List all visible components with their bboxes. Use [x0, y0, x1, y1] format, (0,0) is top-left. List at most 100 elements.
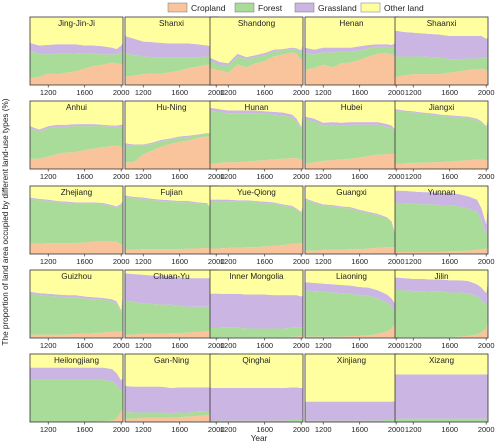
panel-shanxi-area-forest — [125, 53, 218, 77]
panel-guizhou-frame — [29, 269, 124, 339]
panel-zhejiang-x-tick-label-1600: 1600 — [76, 257, 93, 266]
legend: Cropland Forest Grassland Other land — [167, 2, 424, 13]
panel-guangxi-x-tick-label-1200: 1200 — [315, 257, 332, 266]
panel-hubei-area-other-land — [305, 101, 398, 131]
panel-shanxi-area-grassland — [125, 36, 218, 58]
panel-zhejiang: Zhejiang 1200 1600 2000 — [29, 185, 130, 266]
panel-liaoning-area-forest — [305, 290, 398, 337]
panel-hu-ning-x-tick-label-2000: 2000 — [208, 172, 225, 181]
panel-guizhou: Guizhou 1200 1600 2000 — [29, 269, 130, 350]
panel-zhejiang-title: Zhejiang — [61, 188, 93, 197]
panel-anhui-area-other-land — [30, 101, 123, 130]
panel-inner-mongolia-area-cropland — [210, 335, 303, 338]
panel-liaoning-x-tick-label-1600: 1600 — [351, 341, 368, 350]
panel-guizhou-area-grassland — [30, 291, 123, 313]
panel-heilongjiang-x-tick-label-1200: 1200 — [40, 425, 57, 434]
panel-gan-ning-area-grassland — [125, 385, 218, 414]
panel-shaanxi-x-tick-label-2000: 2000 — [478, 88, 495, 97]
panel-gan-ning: Gan-Ning 1200 1600 2000 — [124, 353, 225, 434]
panel-jiangxi-frame — [394, 100, 489, 170]
panel-yunnan: Yunnan 1200 1600 2000 — [394, 185, 495, 266]
panel-xinjiang-area-grassland — [305, 400, 398, 421]
panel-jiangxi-x-tick-label-2000: 2000 — [478, 172, 495, 181]
panel-guangxi-x-tick-label-1600: 1600 — [351, 257, 368, 266]
panel-yunnan-title: Yunnan — [428, 188, 456, 197]
panel-heilongjiang-area-cropland — [30, 408, 123, 422]
panel-yue-qiong-frame — [209, 185, 304, 255]
panel-jilin-area-other-land — [395, 270, 488, 294]
panel-xinjiang-title: Xinjiang — [337, 356, 367, 365]
panel-jing-jin-ji-area-other-land — [30, 17, 123, 49]
panel-guangxi-x-tick-label-2000: 2000 — [388, 257, 405, 266]
panel-liaoning-x-tick-label-2000: 2000 — [388, 341, 405, 350]
panel-hubei-title: Hubei — [341, 103, 363, 112]
panel-jiangxi-area-other-land — [395, 101, 488, 127]
panel-jiangxi-area-cropland — [395, 159, 488, 169]
panel-jiangxi-title: Jiangxi — [429, 103, 455, 112]
panel-shanxi-area-cropland — [125, 64, 218, 85]
panel-shaanxi-frame — [394, 16, 489, 86]
panel-jing-jin-ji-area-grassland — [30, 42, 123, 55]
panel-guangxi-area-grassland — [305, 198, 398, 238]
panel-hu-ning-area-forest — [125, 132, 218, 163]
panel-chuan-yu-x-tick-label-1600: 1600 — [171, 341, 188, 350]
panel-inner-mongolia-area-forest — [210, 327, 303, 338]
panel-shaanxi: Shaanxi 1200 1600 2000 — [394, 16, 495, 97]
panel-anhui-area-cropland — [30, 145, 123, 169]
panel-shanxi-x-tick-label-1200: 1200 — [135, 88, 152, 97]
panel-qinghai-area-other-land — [210, 354, 303, 388]
panel-guangxi-area-other-land — [305, 186, 398, 237]
panel-anhui-area-forest — [30, 126, 123, 159]
panel-yunnan-x-tick-label-2000: 2000 — [478, 257, 495, 266]
legend-label-forest: Forest — [258, 3, 283, 13]
panel-guangxi-area-cropland — [305, 247, 398, 254]
panel-anhui-x-tick-label-1600: 1600 — [76, 172, 93, 181]
panel-hubei-x-tick-label-2000: 2000 — [388, 172, 405, 181]
panel-hu-ning-x-tick-label-1600: 1600 — [171, 172, 188, 181]
panel-inner-mongolia-area-other-land — [210, 270, 303, 297]
panel-heilongjiang-area-grassland — [30, 367, 123, 392]
panel-jilin: Jilin 1200 1600 2000 — [394, 269, 495, 350]
panel-shanxi-title: Shanxi — [159, 19, 184, 28]
panel-hubei-area-cropland — [305, 154, 398, 169]
panel-hunan: Hunan 1200 1600 2000 — [209, 100, 310, 181]
panel-zhejiang-area-grassland — [30, 197, 123, 208]
panel-xizang-x-tick-label-1600: 1600 — [441, 425, 458, 434]
panel-shandong-frame — [209, 16, 304, 86]
panel-yue-qiong-x-tick-label-1200: 1200 — [220, 257, 237, 266]
panel-jilin-title: Jilin — [434, 272, 449, 281]
panel-guangxi-area-forest — [305, 199, 398, 251]
panel-yunnan-x-tick-label-1600: 1600 — [441, 257, 458, 266]
panel-heilongjiang: Heilongjiang 1200 1600 2000 — [29, 353, 130, 434]
panel-henan-title: Henan — [339, 19, 364, 28]
panel-shandong-area-cropland — [210, 52, 303, 85]
panel-shandong-x-tick-label-2000: 2000 — [293, 88, 310, 97]
panel-qinghai-frame — [209, 353, 304, 423]
panel-xizang-title: Xizang — [429, 356, 454, 365]
panel-henan-x-tick-label-2000: 2000 — [388, 88, 405, 97]
panel-xinjiang-x-tick-label-1600: 1600 — [351, 425, 368, 434]
panel-heilongjiang-x-tick-label-1600: 1600 — [76, 425, 93, 434]
panel-guizhou-area-other-land — [30, 270, 123, 311]
panel-inner-mongolia-x-tick-label-1600: 1600 — [256, 341, 273, 350]
panel-qinghai: Qinghai 1200 1600 2000 — [209, 353, 310, 434]
panel-qinghai-x-tick-label-1200: 1200 — [220, 425, 237, 434]
panel-heilongjiang-x-tick-label-2000: 2000 — [113, 425, 130, 434]
panel-liaoning-x-tick-label-1200: 1200 — [315, 341, 332, 350]
panel-qinghai-area-forest — [210, 419, 303, 422]
panel-henan: Henan 1200 1600 2000 — [304, 16, 405, 97]
panel-hunan-area-other-land — [210, 101, 303, 127]
panel-hubei-x-tick-label-1600: 1600 — [351, 172, 368, 181]
panel-hunan-frame — [209, 100, 304, 170]
panel-chuan-yu-title: Chuan-Yu — [153, 272, 190, 281]
panel-shaanxi-x-tick-label-1600: 1600 — [441, 88, 458, 97]
panel-qinghai-x-tick-label-1600: 1600 — [256, 425, 273, 434]
panel-heilongjiang-area-other-land — [30, 354, 123, 381]
panel-guizhou-x-tick-label-1600: 1600 — [76, 341, 93, 350]
panel-jilin-area-grassland — [395, 277, 488, 306]
panel-jing-jin-ji: Jing-Jin-Ji 1200 1600 2000 — [29, 16, 130, 97]
panel-guizhou-title: Guizhou — [61, 272, 92, 281]
panel-jing-jin-ji-x-tick-label-1200: 1200 — [40, 88, 57, 97]
panel-xinjiang-x-tick-label-2000: 2000 — [388, 425, 405, 434]
panel-hu-ning-area-other-land — [125, 101, 218, 145]
